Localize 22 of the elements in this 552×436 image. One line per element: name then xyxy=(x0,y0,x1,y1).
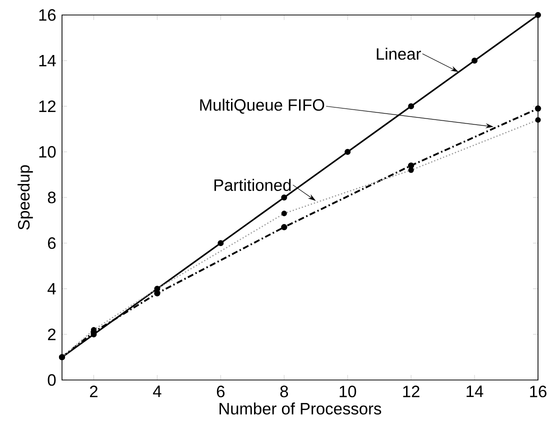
y-tick-label: 0 xyxy=(48,374,56,386)
x-tick-label: 16 xyxy=(530,386,546,398)
x-tick-label: 8 xyxy=(280,386,288,398)
legend-label: Partitioned xyxy=(214,178,291,191)
y-tick-label: 8 xyxy=(48,192,56,204)
x-axis-title: Number of Processors xyxy=(220,402,382,415)
y-tick-label: 10 xyxy=(39,146,56,158)
text: MultiQueue FIFO xyxy=(200,98,324,114)
x-tick-label: 4 xyxy=(153,386,162,397)
x-tick-label: 10 xyxy=(340,386,356,398)
legend-label: Linear xyxy=(376,48,421,60)
y-tick-label: 12 xyxy=(39,100,56,112)
y-axis-title: Speedup xyxy=(18,165,33,230)
y-tick-label: 2 xyxy=(48,328,56,340)
y-tick-label: 16 xyxy=(39,9,56,21)
y-tick-label: 4 xyxy=(48,283,56,294)
x-tick-label: 14 xyxy=(466,386,484,397)
y-tick-label: 6 xyxy=(48,237,56,249)
y-tick-label: 14 xyxy=(39,54,56,66)
x-tick-label: 2 xyxy=(90,386,98,398)
x-tick-label: 12 xyxy=(403,386,420,398)
x-tick-label: 6 xyxy=(216,386,225,398)
